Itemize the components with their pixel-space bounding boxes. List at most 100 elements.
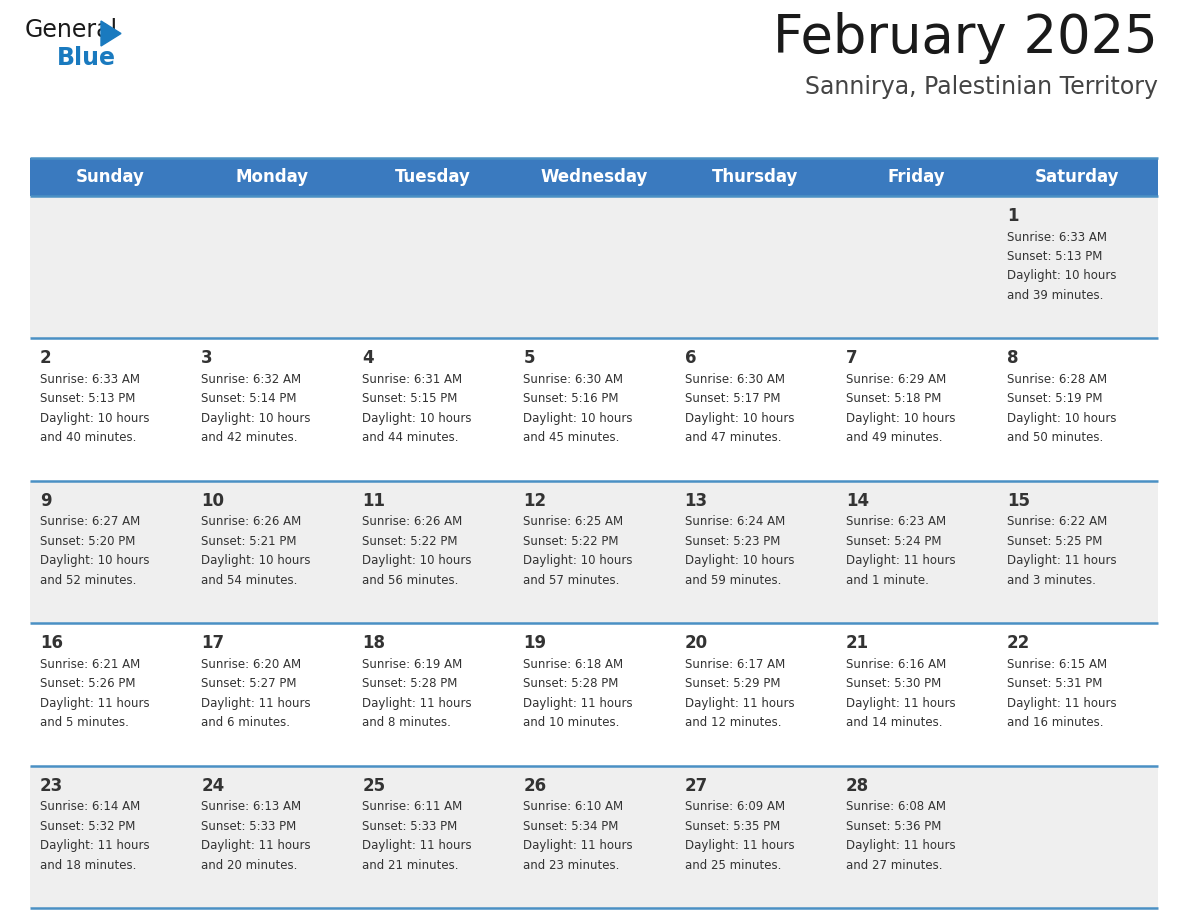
Text: and 12 minutes.: and 12 minutes. [684, 716, 781, 729]
Text: 8: 8 [1007, 350, 1018, 367]
Text: Daylight: 10 hours: Daylight: 10 hours [524, 412, 633, 425]
Text: Sunset: 5:36 PM: Sunset: 5:36 PM [846, 820, 941, 833]
Text: and 5 minutes.: and 5 minutes. [40, 716, 128, 729]
Text: Sunrise: 6:19 AM: Sunrise: 6:19 AM [362, 657, 462, 671]
Text: 20: 20 [684, 634, 708, 652]
Text: Daylight: 11 hours: Daylight: 11 hours [684, 697, 795, 710]
Text: Sunrise: 6:14 AM: Sunrise: 6:14 AM [40, 800, 140, 813]
Bar [30, 158, 1158, 196]
Text: 11: 11 [362, 492, 385, 509]
Text: Sunset: 5:20 PM: Sunset: 5:20 PM [40, 535, 135, 548]
Text: Daylight: 11 hours: Daylight: 11 hours [846, 554, 955, 567]
Text: and 52 minutes.: and 52 minutes. [40, 574, 137, 587]
Text: Daylight: 11 hours: Daylight: 11 hours [524, 839, 633, 852]
Text: Daylight: 10 hours: Daylight: 10 hours [40, 412, 150, 425]
Text: Daylight: 11 hours: Daylight: 11 hours [846, 839, 955, 852]
Text: Sunset: 5:33 PM: Sunset: 5:33 PM [201, 820, 296, 833]
Text: Sunset: 5:19 PM: Sunset: 5:19 PM [1007, 392, 1102, 406]
Text: and 44 minutes.: and 44 minutes. [362, 431, 459, 444]
Text: Sannirya, Palestinian Territory: Sannirya, Palestinian Territory [805, 75, 1158, 99]
Text: Daylight: 10 hours: Daylight: 10 hours [40, 554, 150, 567]
Text: 28: 28 [846, 777, 868, 795]
Text: 9: 9 [40, 492, 51, 509]
Text: Daylight: 10 hours: Daylight: 10 hours [1007, 270, 1117, 283]
Text: Sunrise: 6:26 AM: Sunrise: 6:26 AM [362, 515, 462, 528]
Text: and 10 minutes.: and 10 minutes. [524, 716, 620, 729]
Text: 10: 10 [201, 492, 225, 509]
Text: and 47 minutes.: and 47 minutes. [684, 431, 781, 444]
Text: Daylight: 11 hours: Daylight: 11 hours [362, 697, 472, 710]
Text: Daylight: 11 hours: Daylight: 11 hours [40, 839, 150, 852]
Bar [30, 766, 1158, 908]
Text: Daylight: 11 hours: Daylight: 11 hours [846, 697, 955, 710]
Text: Sunset: 5:13 PM: Sunset: 5:13 PM [40, 392, 135, 406]
Text: Sunset: 5:31 PM: Sunset: 5:31 PM [1007, 677, 1102, 690]
Text: 1: 1 [1007, 207, 1018, 225]
Text: and 45 minutes.: and 45 minutes. [524, 431, 620, 444]
Text: Sunset: 5:23 PM: Sunset: 5:23 PM [684, 535, 781, 548]
Text: Daylight: 10 hours: Daylight: 10 hours [362, 554, 472, 567]
Text: 27: 27 [684, 777, 708, 795]
Text: and 27 minutes.: and 27 minutes. [846, 858, 942, 871]
Text: 24: 24 [201, 777, 225, 795]
Text: Daylight: 11 hours: Daylight: 11 hours [1007, 554, 1117, 567]
Text: Sunrise: 6:27 AM: Sunrise: 6:27 AM [40, 515, 140, 528]
Text: and 56 minutes.: and 56 minutes. [362, 574, 459, 587]
Text: Sunrise: 6:16 AM: Sunrise: 6:16 AM [846, 657, 946, 671]
Text: Sunrise: 6:21 AM: Sunrise: 6:21 AM [40, 657, 140, 671]
Text: 5: 5 [524, 350, 535, 367]
Text: Sunset: 5:18 PM: Sunset: 5:18 PM [846, 392, 941, 406]
Text: 14: 14 [846, 492, 868, 509]
Text: and 59 minutes.: and 59 minutes. [684, 574, 781, 587]
Text: Sunrise: 6:09 AM: Sunrise: 6:09 AM [684, 800, 785, 813]
Text: Sunrise: 6:18 AM: Sunrise: 6:18 AM [524, 657, 624, 671]
Text: 18: 18 [362, 634, 385, 652]
Text: 19: 19 [524, 634, 546, 652]
Text: and 21 minutes.: and 21 minutes. [362, 858, 459, 871]
Text: and 49 minutes.: and 49 minutes. [846, 431, 942, 444]
Text: Sunrise: 6:24 AM: Sunrise: 6:24 AM [684, 515, 785, 528]
Text: Sunset: 5:32 PM: Sunset: 5:32 PM [40, 820, 135, 833]
Text: Sunset: 5:34 PM: Sunset: 5:34 PM [524, 820, 619, 833]
Text: Sunset: 5:16 PM: Sunset: 5:16 PM [524, 392, 619, 406]
Text: Daylight: 11 hours: Daylight: 11 hours [524, 697, 633, 710]
Text: Sunset: 5:30 PM: Sunset: 5:30 PM [846, 677, 941, 690]
Text: 17: 17 [201, 634, 225, 652]
Text: and 50 minutes.: and 50 minutes. [1007, 431, 1104, 444]
Text: Thursday: Thursday [712, 168, 798, 186]
Text: Sunrise: 6:26 AM: Sunrise: 6:26 AM [201, 515, 302, 528]
Text: and 39 minutes.: and 39 minutes. [1007, 289, 1104, 302]
Text: Sunset: 5:26 PM: Sunset: 5:26 PM [40, 677, 135, 690]
Text: Sunrise: 6:32 AM: Sunrise: 6:32 AM [201, 373, 302, 386]
Text: Sunset: 5:35 PM: Sunset: 5:35 PM [684, 820, 779, 833]
Text: Sunrise: 6:10 AM: Sunrise: 6:10 AM [524, 800, 624, 813]
Text: Monday: Monday [235, 168, 308, 186]
Text: 6: 6 [684, 350, 696, 367]
Text: Sunrise: 6:11 AM: Sunrise: 6:11 AM [362, 800, 462, 813]
Text: Sunrise: 6:08 AM: Sunrise: 6:08 AM [846, 800, 946, 813]
Text: 16: 16 [40, 634, 63, 652]
Bar [30, 339, 1158, 481]
Text: Daylight: 11 hours: Daylight: 11 hours [201, 697, 311, 710]
Text: 12: 12 [524, 492, 546, 509]
Text: Sunrise: 6:31 AM: Sunrise: 6:31 AM [362, 373, 462, 386]
Text: General: General [25, 18, 118, 42]
Text: Sunrise: 6:13 AM: Sunrise: 6:13 AM [201, 800, 302, 813]
Text: Sunset: 5:15 PM: Sunset: 5:15 PM [362, 392, 457, 406]
Text: and 8 minutes.: and 8 minutes. [362, 716, 451, 729]
Text: and 54 minutes.: and 54 minutes. [201, 574, 297, 587]
Text: and 16 minutes.: and 16 minutes. [1007, 716, 1104, 729]
Text: Sunset: 5:22 PM: Sunset: 5:22 PM [524, 535, 619, 548]
Text: Daylight: 10 hours: Daylight: 10 hours [684, 412, 794, 425]
Text: Saturday: Saturday [1035, 168, 1119, 186]
Text: Sunset: 5:24 PM: Sunset: 5:24 PM [846, 535, 941, 548]
Text: February 2025: February 2025 [773, 12, 1158, 64]
Text: Sunset: 5:14 PM: Sunset: 5:14 PM [201, 392, 297, 406]
Text: and 25 minutes.: and 25 minutes. [684, 858, 781, 871]
Text: Daylight: 10 hours: Daylight: 10 hours [201, 412, 310, 425]
Text: Sunrise: 6:25 AM: Sunrise: 6:25 AM [524, 515, 624, 528]
Text: and 20 minutes.: and 20 minutes. [201, 858, 297, 871]
Text: 22: 22 [1007, 634, 1030, 652]
Text: Sunset: 5:13 PM: Sunset: 5:13 PM [1007, 250, 1102, 263]
Text: Daylight: 11 hours: Daylight: 11 hours [362, 839, 472, 852]
